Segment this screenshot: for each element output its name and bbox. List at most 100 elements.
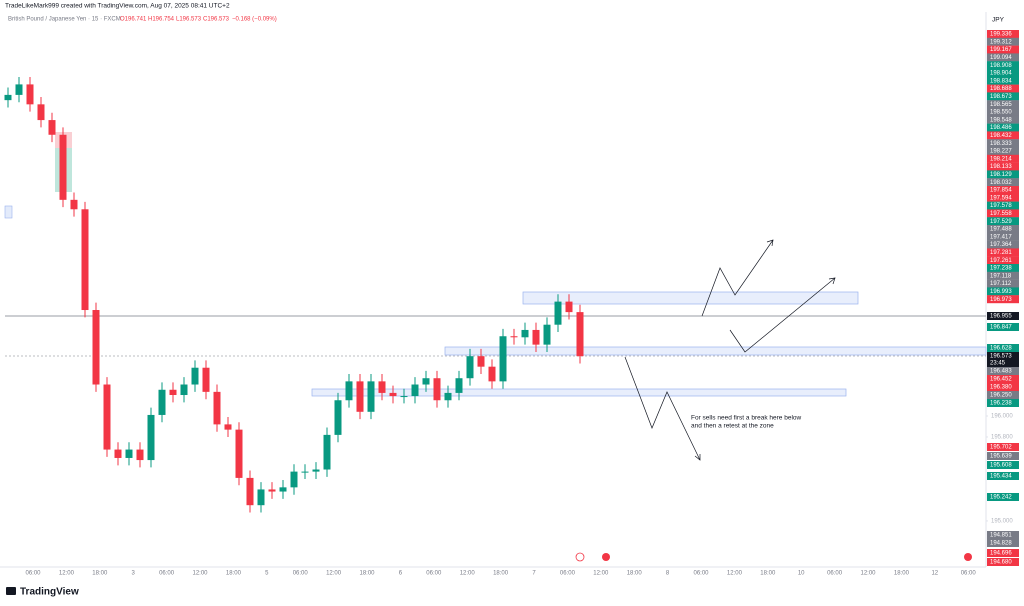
price-label: 199.167: [990, 47, 1012, 53]
zone-box: [522, 291, 859, 305]
candle-body: [290, 471, 298, 488]
candle-body: [213, 391, 221, 425]
price-label: 197.417: [990, 234, 1012, 240]
candle-body: [521, 329, 529, 338]
projection-arrows: [624, 239, 836, 461]
candle-body: [158, 389, 166, 415]
price-label-bg: [987, 178, 1019, 187]
x-tick-label: 6: [399, 571, 403, 577]
price-label: 195.702: [990, 445, 1012, 451]
x-tick-label: 18:00: [894, 571, 910, 577]
price-label: 196.955: [990, 314, 1012, 320]
price-label: 199.336: [990, 32, 1012, 38]
price-label: 197.529: [990, 219, 1012, 225]
price-label-bg: [987, 264, 1019, 272]
x-tick-label: 12:00: [326, 571, 342, 577]
x-tick-label: 10: [798, 571, 805, 577]
price-label: 198.550: [990, 110, 1012, 116]
candle-body: [257, 489, 265, 506]
x-tick-label: 18:00: [92, 571, 108, 577]
logo-mark: [6, 587, 16, 595]
candle-body: [81, 209, 89, 311]
candle-body: [400, 396, 408, 398]
price-label: 198.333: [990, 141, 1012, 147]
price-label: 197.558: [990, 211, 1012, 217]
price-label-bg: [987, 115, 1019, 124]
price-label-bg: [987, 452, 1019, 460]
price-label: 198.688: [990, 86, 1012, 92]
price-label: 194.851: [990, 533, 1012, 539]
price-label: 198.834: [990, 78, 1012, 84]
x-tick-label: 06:00: [426, 571, 442, 577]
x-tick-label: 18:00: [226, 571, 242, 577]
x-tick-label: 18:00: [627, 571, 643, 577]
candle-body: [455, 378, 463, 393]
price-label-bg: [987, 493, 1019, 501]
candle-body: [576, 312, 584, 357]
x-tick-label: 12:00: [727, 571, 743, 577]
x-tick-label: 12:00: [59, 571, 75, 577]
candle-body: [499, 336, 507, 382]
price-label-bg: [987, 100, 1019, 109]
candle-body: [180, 384, 188, 396]
price-label: 196.238: [990, 401, 1012, 407]
price-label: 198.214: [990, 156, 1012, 162]
price-label-bg: [987, 539, 1019, 547]
x-tick-label: 06:00: [293, 571, 309, 577]
candle-body: [554, 301, 562, 325]
price-label-bg: [987, 209, 1019, 218]
candle-body: [543, 324, 551, 345]
price-label: 197.261: [990, 258, 1012, 264]
price-label-bg: [987, 549, 1019, 557]
price-label: 198.486: [990, 125, 1012, 131]
price-label: 198.908: [990, 63, 1012, 69]
candle-body: [301, 471, 309, 473]
price-label: 198.565: [990, 102, 1012, 108]
candle-body: [510, 336, 518, 338]
candle-body: [224, 424, 232, 430]
annotation: and then a retest at the zone: [691, 423, 774, 430]
x-tick-label: 7: [532, 571, 536, 577]
attribution: TradeLikeMark999 created with TradingVie…: [5, 3, 230, 10]
ohlc-close: C196.573: [203, 17, 230, 23]
x-tick-label: 06:00: [827, 571, 843, 577]
price-label-bg: [987, 170, 1019, 179]
ohlc-high: H196.754: [148, 17, 175, 23]
candle-body: [389, 392, 397, 397]
price-label-bg: [987, 131, 1019, 140]
candle-body: [92, 310, 100, 385]
candle-body: [114, 449, 122, 458]
price-label-bg: [987, 30, 1019, 38]
candle-body: [466, 356, 474, 379]
x-tick-label: 06:00: [159, 571, 175, 577]
price-label-bg: [987, 323, 1019, 331]
candle-body: [477, 356, 485, 367]
x-tick-label: 12:00: [460, 571, 476, 577]
price-label: 199.312: [990, 39, 1012, 45]
ohlc-low: L196.573: [176, 17, 202, 23]
price-label-bg: [987, 295, 1019, 304]
y-tick-label: 195.800: [991, 435, 1013, 441]
event-icon[interactable]: [575, 552, 585, 562]
candle-body: [268, 489, 276, 492]
price-label-bg: [987, 359, 1019, 367]
symbol: British Pound / Japanese Yen · 15 · FXCM: [8, 17, 121, 23]
price-label: 196.250: [990, 393, 1012, 399]
price-label-bg: [987, 375, 1019, 383]
price-label-bg: [987, 61, 1019, 70]
zone-box: [444, 346, 987, 356]
event-icon[interactable]: [964, 553, 972, 561]
candle-body: [26, 84, 34, 105]
candle-body: [334, 400, 342, 435]
price-label: 197.281: [990, 250, 1012, 256]
logo: TradingView: [6, 587, 79, 598]
x-tick-label: 12:00: [192, 571, 208, 577]
price-label-bg: [987, 45, 1019, 54]
price-label: 197.118: [990, 273, 1012, 279]
event-icon[interactable]: [602, 553, 610, 561]
x-tick-label: 06:00: [560, 571, 576, 577]
price-label: 197.578: [990, 203, 1012, 209]
candle-body: [444, 392, 452, 401]
price-label-bg: [987, 217, 1019, 226]
